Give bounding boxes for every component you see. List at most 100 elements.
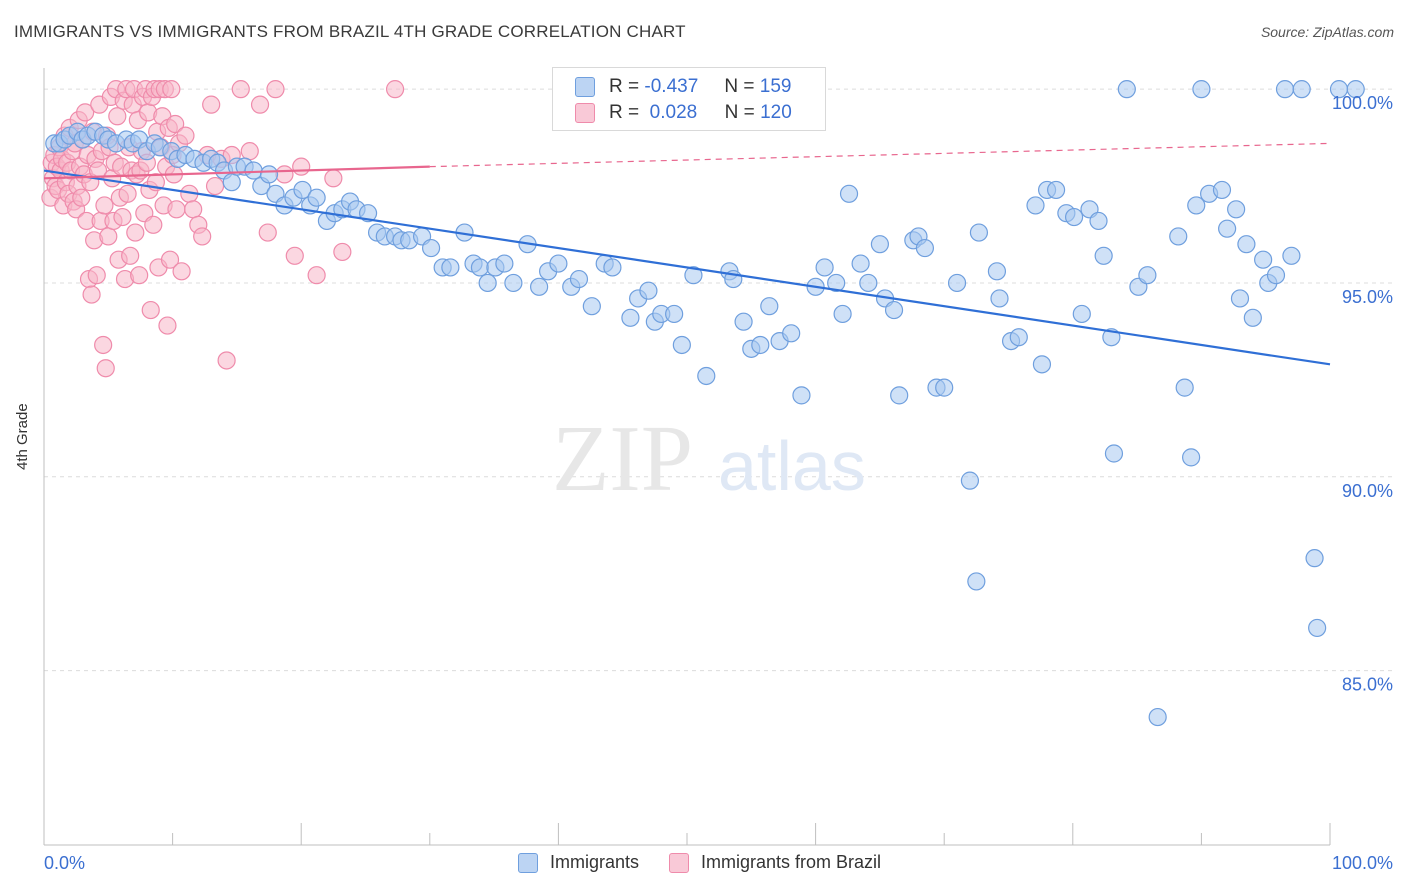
immigrants-point (1212, 180, 1232, 200)
immigrants-point (833, 304, 852, 324)
immigrants-point (1032, 355, 1052, 374)
immigrants-point (1169, 227, 1188, 246)
legend-swatch-immigrants (518, 852, 538, 873)
immigrants-point (987, 262, 1007, 281)
brazil-point (72, 188, 91, 207)
brazil-point (193, 227, 212, 246)
immigrants-point (751, 335, 770, 355)
immigrants-point (815, 258, 834, 277)
immigrants-point (827, 273, 846, 293)
legend-row-brazil: R = 0.028 N = 120 (575, 102, 792, 124)
brazil-point (118, 184, 137, 203)
brazil-point (324, 169, 343, 188)
immigrants-point (549, 254, 568, 273)
immigrants-point (734, 312, 753, 331)
brazil-trend-extension (429, 142, 1331, 168)
watermark: ZIP atlas (552, 407, 866, 511)
brazil-point (87, 266, 106, 285)
brazil-point (108, 107, 127, 126)
immigrants-point (222, 173, 241, 192)
brazil-point (217, 351, 236, 370)
brazil-point (333, 242, 352, 262)
brazil-point (307, 266, 326, 285)
legend-item-immigrants: Immigrants (518, 852, 639, 873)
immigrants-point (582, 297, 601, 316)
immigrants-point (1292, 80, 1311, 99)
chart-title: IMMIGRANTS VS IMMIGRANTS FROM BRAZIL 4TH… (14, 22, 686, 41)
immigrants-point (1148, 707, 1167, 727)
immigrants-point (960, 471, 980, 490)
immigrants-point (839, 184, 859, 203)
immigrants-point (1243, 308, 1262, 327)
brazil-point (96, 359, 115, 378)
brazil-point (162, 80, 181, 99)
immigrants-point (990, 289, 1009, 308)
y-tick-label: 85.0% (1342, 675, 1393, 695)
immigrants-point (504, 273, 523, 293)
brazil-trend-line (43, 165, 430, 180)
gridlines (44, 88, 1394, 672)
brazil-point (172, 262, 191, 281)
immigrants-point (1227, 200, 1246, 219)
brazil-point (240, 142, 259, 161)
immigrants-point (890, 386, 909, 405)
immigrants-point (293, 180, 312, 200)
legend-item-brazil: Immigrants from Brazil (669, 852, 881, 873)
immigrants-point (1072, 304, 1091, 324)
brazil-point (166, 114, 185, 134)
immigrants-point (1192, 80, 1211, 99)
immigrants-point (1254, 250, 1273, 269)
immigrants-point (1104, 444, 1124, 463)
brazil-point (385, 80, 405, 99)
brazil-point (130, 266, 149, 285)
immigrants-point (851, 254, 870, 273)
legend-r-value-immigrants: -0.437 (644, 76, 699, 97)
brazil-point (275, 165, 294, 184)
legend-label-brazil: Immigrants from Brazil (701, 852, 882, 872)
immigrants-point (603, 258, 622, 277)
legend-r-label: R = (609, 76, 640, 97)
immigrants-point (470, 258, 490, 277)
immigrants-point (1230, 289, 1250, 308)
immigrants-point (1117, 80, 1136, 99)
immigrants-point (1282, 246, 1301, 265)
immigrants-point (697, 366, 716, 386)
immigrants-point (1089, 211, 1108, 231)
data-points (41, 80, 1365, 727)
immigrants-point (421, 238, 441, 258)
immigrants-point (1026, 196, 1045, 215)
immigrants-trend-line (43, 169, 1331, 366)
brazil-point (82, 285, 101, 304)
brazil-point (231, 80, 250, 99)
immigrants-point (259, 165, 279, 184)
immigrants-point (1237, 235, 1256, 254)
immigrants-point (884, 300, 904, 320)
immigrants-point (935, 378, 954, 397)
immigrants-point (760, 297, 779, 316)
immigrants-point (1305, 549, 1324, 568)
immigrants-point (1175, 378, 1194, 397)
immigrants-point (967, 572, 986, 591)
series-legend: Immigrants Immigrants from Brazil (518, 852, 911, 873)
brazil-point (141, 300, 160, 320)
immigrants-point (792, 386, 811, 405)
immigrants-point (307, 188, 326, 207)
immigrants-point (358, 204, 378, 223)
immigrants-point (1064, 207, 1084, 227)
legend-swatch-brazil (575, 103, 595, 123)
x-tick-label: 0.0% (44, 853, 85, 873)
immigrants-point (947, 273, 967, 293)
brazil-point (113, 207, 132, 227)
immigrants-point (1094, 246, 1113, 265)
brazil-point (176, 126, 195, 145)
legend-swatch-brazil (669, 852, 690, 873)
brazil-point (285, 246, 304, 265)
brazil-point (95, 196, 114, 215)
immigrants-point (530, 277, 549, 296)
legend-n-label: N = (724, 102, 755, 123)
brazil-point (160, 250, 180, 269)
y-tick-label: 90.0% (1342, 481, 1393, 501)
immigrants-point (1009, 328, 1028, 347)
brazil-point (258, 223, 277, 242)
immigrants-point (1046, 180, 1066, 200)
